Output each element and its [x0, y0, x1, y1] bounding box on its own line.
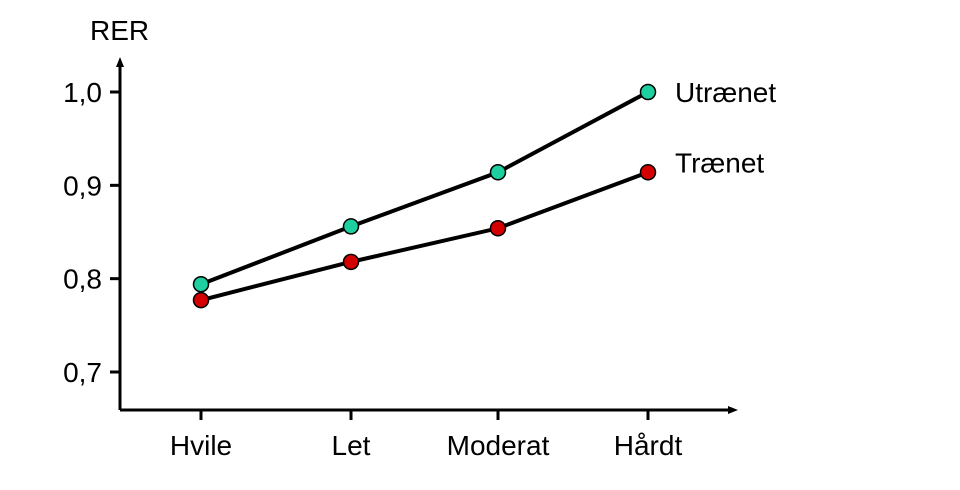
series-label: Trænet	[675, 147, 764, 178]
y-tick-label: 0,9	[63, 170, 102, 201]
series-label: Utrænet	[675, 77, 776, 108]
series-line	[200, 90, 649, 287]
x-tick-label: Hårdt	[614, 430, 683, 461]
data-point	[639, 164, 657, 181]
x-tick-label: Hvile	[170, 430, 232, 461]
y-tick-label: 1,0	[63, 77, 102, 108]
y-tick-label: 0,8	[63, 264, 102, 295]
data-point	[192, 276, 210, 293]
data-point	[192, 291, 210, 309]
x-tick-label: Let	[332, 430, 371, 461]
x-ticks: Hvile Let Moderat Hårdt	[170, 410, 683, 461]
y-axis-label: RER	[90, 15, 149, 46]
y-ticks: 0,7 0,8 0,9 1,0	[63, 77, 120, 388]
data-point	[342, 253, 360, 271]
x-tick-label: Moderat	[447, 430, 550, 461]
series-line	[200, 170, 649, 303]
data-point	[342, 218, 360, 235]
data-point	[489, 164, 507, 181]
data-point	[639, 83, 657, 101]
y-tick-label: 0,7	[63, 357, 102, 388]
data-point	[489, 220, 507, 237]
series-layer: Utrænet Trænet	[192, 77, 776, 309]
